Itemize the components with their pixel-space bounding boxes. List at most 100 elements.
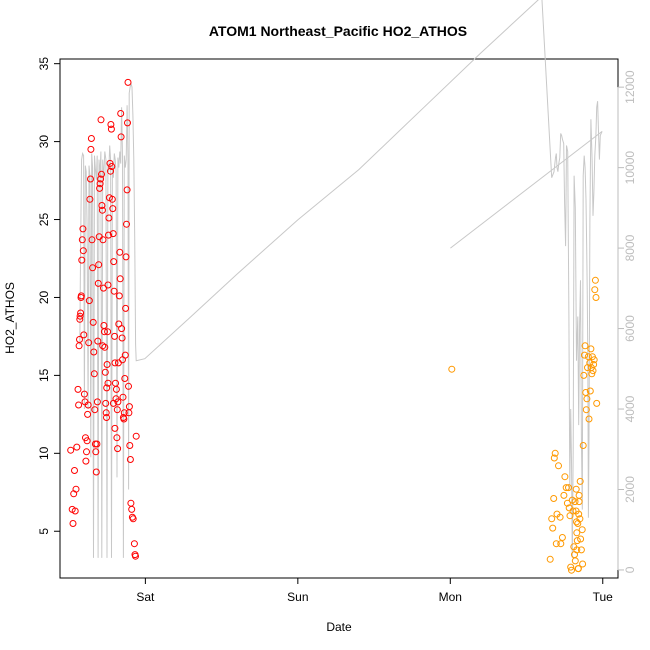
data-point-series-2 (586, 387, 594, 395)
data-point-series-1 (121, 375, 129, 382)
y-tick-label: 5 (37, 528, 51, 535)
data-point-series-1 (126, 442, 134, 449)
right-tick-label: 12000 (623, 70, 637, 104)
data-point-series-1 (107, 125, 115, 133)
data-point-series-1 (89, 318, 97, 326)
right-tick-label: 0 (623, 566, 637, 573)
data-point-series-1 (83, 437, 91, 445)
data-point-series-2 (567, 563, 575, 571)
data-point-series-1 (80, 331, 88, 339)
data-point-series-1 (104, 281, 112, 289)
data-point-series-1 (90, 348, 98, 356)
data-point-series-1 (83, 448, 90, 456)
data-point-series-2 (552, 540, 560, 548)
data-point-series-1 (76, 312, 84, 320)
chart-title: ATOM1 Northeast_Pacific HO2_ATHOS (209, 23, 467, 39)
data-point-series-1 (126, 456, 134, 463)
data-point-series-1 (101, 343, 109, 351)
data-point-series-1 (103, 361, 111, 368)
data-point-series-2 (572, 485, 580, 493)
data-point-series-1 (103, 414, 110, 421)
data-point-series-1 (104, 379, 112, 387)
data-point-series-1 (124, 119, 131, 127)
data-point-series-2 (582, 389, 590, 396)
data-point-series-1 (125, 382, 132, 390)
data-point-series-1 (132, 552, 139, 560)
data-point-series-2 (548, 515, 556, 523)
data-point-series-1 (114, 398, 122, 406)
data-point-series-1 (79, 247, 87, 255)
data-point-series-1 (75, 401, 83, 409)
data-point-series-2 (578, 526, 586, 534)
data-point-series-1 (90, 370, 98, 378)
data-point-series-1 (109, 230, 117, 238)
data-point-series-1 (91, 406, 99, 414)
data-point-series-2 (584, 353, 592, 361)
data-point-series-2 (550, 495, 558, 502)
data-point-series-1 (120, 409, 128, 417)
data-point-series-1 (87, 175, 94, 183)
data-point-series-2 (582, 406, 590, 414)
data-point-series-1 (105, 231, 112, 239)
data-point-series-1 (121, 351, 129, 359)
data-point-series-1 (111, 424, 119, 432)
data-point-series-2 (575, 510, 583, 518)
data-point-series-2 (574, 565, 582, 573)
data-point-series-2 (593, 399, 601, 407)
data-point-series-1 (104, 328, 112, 336)
data-point-series-1 (113, 406, 121, 414)
y-tick-label: 25 (37, 213, 51, 227)
data-point-series-1 (87, 135, 95, 142)
data-point-series-1 (87, 145, 95, 153)
right-tick-label: 6000 (623, 315, 637, 342)
data-point-series-1 (88, 236, 96, 244)
right-tick-label: 8000 (623, 234, 637, 261)
data-point-series-2 (571, 498, 579, 506)
data-point-series-1 (128, 505, 136, 513)
data-point-series-1 (73, 443, 81, 451)
data-point-series-2 (577, 546, 585, 554)
data-point-series-2 (579, 560, 587, 568)
data-point-series-1 (69, 520, 77, 527)
data-point-series-1 (92, 468, 100, 476)
data-point-series-1 (109, 205, 117, 213)
data-point-series-1 (99, 342, 107, 350)
line-series-layer (79, 0, 603, 558)
y-tick-label: 15 (37, 368, 51, 382)
data-point-series-1 (77, 292, 85, 300)
data-point-series-1 (123, 220, 130, 228)
data-point-series-2 (590, 361, 598, 368)
data-point-series-2 (573, 537, 581, 545)
x-tick-label: Sat (136, 590, 155, 604)
data-point-series-2 (591, 276, 599, 284)
data-point-series-1 (116, 248, 124, 256)
data-point-series-2 (588, 370, 596, 378)
data-point-series-1 (113, 434, 121, 442)
data-point-series-1 (108, 163, 116, 170)
x-tick-label: Sun (287, 590, 308, 604)
data-point-series-1 (102, 409, 110, 417)
data-point-series-1 (80, 390, 88, 398)
data-point-series-2 (569, 507, 577, 515)
data-point-series-2 (561, 473, 569, 481)
data-point-series-1 (123, 186, 131, 194)
data-point-series-1 (78, 236, 86, 244)
data-point-series-2 (576, 515, 584, 523)
data-point-series-2 (579, 442, 587, 449)
y-axis-left: 5 10 15 20 25 30 35 (37, 57, 61, 535)
y-axis-right: 0 2000 4000 6000 8000 10000 12000 (617, 70, 637, 573)
data-point-series-1 (75, 342, 83, 350)
data-point-series-1 (78, 256, 86, 264)
right-tick-label: 10000 (623, 151, 637, 185)
data-point-series-1 (97, 175, 105, 183)
data-point-series-2 (563, 499, 571, 507)
data-point-series-1 (72, 485, 80, 493)
data-point-series-1 (93, 398, 101, 406)
data-point-series-1 (112, 385, 120, 393)
data-point-series-2 (581, 351, 588, 359)
x-axis: Sat Sun Mon Tue (136, 577, 613, 604)
points-layer (67, 78, 601, 574)
y-tick-label: 35 (37, 57, 51, 71)
data-point-series-1 (85, 297, 93, 305)
